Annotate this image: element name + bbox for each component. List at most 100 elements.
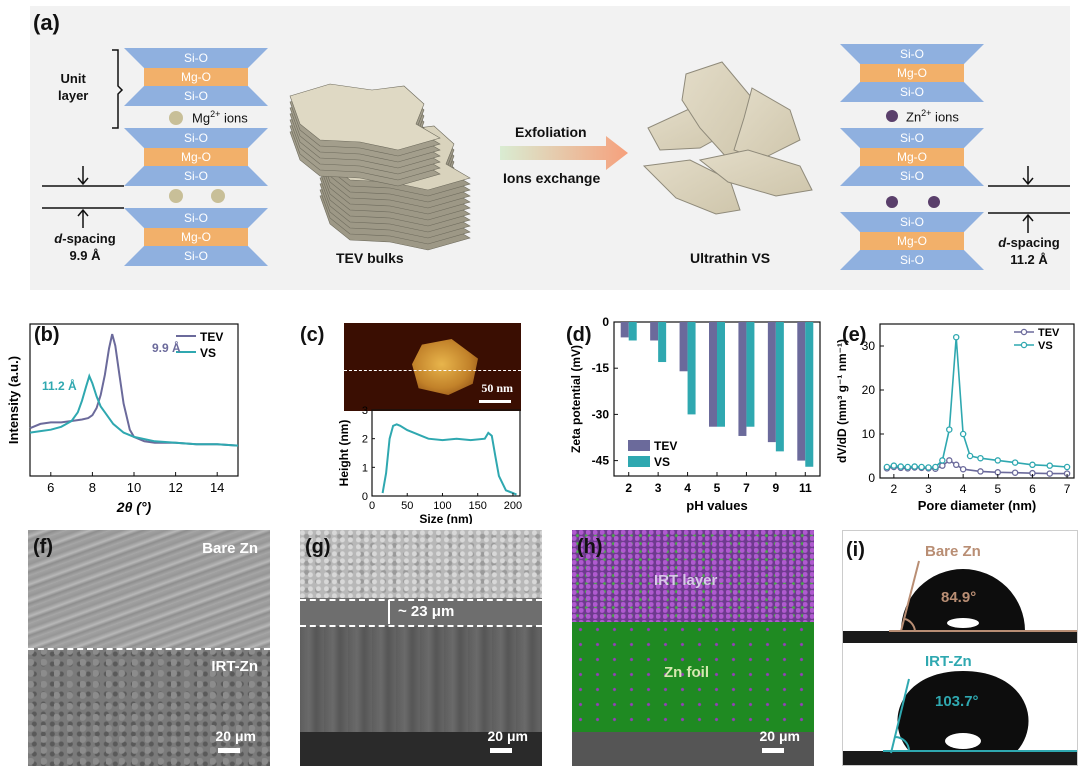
plot-frame [371,409,521,497]
zn-ion-label: Zn2+ ions [906,108,959,125]
eds-irt-layer [572,530,814,622]
bar-tev [650,322,659,341]
si-o-label: Si-O [184,169,208,183]
irt-zn-label: IRT-Zn [925,653,972,670]
afm-scan-line [344,370,521,371]
data-point-vs [918,463,925,471]
mg-o-layer [860,232,964,250]
si-o-layer [840,212,984,232]
contact-angle-drawing [843,560,1077,765]
data-point-vs [890,462,898,469]
unit-layer-label-line2: layer [58,88,89,103]
x-tick-label: 7 [743,481,750,495]
panel-a-schematic: Si-O Mg-O Si-O Si-O Mg-O Si-O Si-O Mg-O Si-O Si-… [30,6,1070,290]
data-point-tev [1011,469,1019,476]
data-point-vs [925,464,932,471]
x-axis-label: Pore diameter (nm) [918,498,1036,513]
si-o-layer [124,208,268,228]
x-tick-label: 100 [433,500,451,512]
annotation-tev-peak: 9.9 Å [152,340,181,355]
panel-label-g: (g) [305,536,331,558]
zn-ion-legend-dot [886,110,898,122]
x-tick-label: 4 [684,481,691,495]
x-tick-label: 2 [625,481,632,495]
exfoliation-label: Exfoliation [515,124,587,140]
data-point-tev [952,461,960,469]
droplet-bare-zn [901,569,1025,631]
x-tick-label: 14 [210,480,224,495]
tev-bulks-illustration [289,83,471,251]
eds-mapping: (h) IRT layer Zn foil 20 μm [572,530,814,766]
legend-label: VS [654,455,670,469]
y-tick-label: 10 [862,427,876,441]
data-point-vs [1029,461,1036,469]
scale-bar [218,748,240,753]
sem-zn-foil [300,626,542,732]
data-point-vs [939,457,946,464]
divider [843,645,1077,651]
down-arrow-icon [77,166,89,186]
eds-zn-foil [572,622,814,732]
legend-label: VS [1038,340,1053,352]
x-tick-label: 5 [994,482,1001,496]
si-o-label: Si-O [900,131,924,145]
data-point-vs [1063,463,1071,471]
data-point-vs [946,426,953,433]
scale-bar [762,748,784,753]
data-point-vs [966,452,974,460]
tangent-irt-zn [890,678,910,754]
panel-label-d: (d) [566,324,592,346]
x-tick-label: 10 [127,480,141,495]
si-o-layer [840,128,984,148]
left-layer-stack: Si-O Mg-O Si-O Si-O Mg-O Si-O Si-O Mg-O Si-O [124,48,268,266]
x-tick-label: 7 [1064,482,1071,496]
si-o-label: Si-O [900,47,924,61]
bar-tev [738,322,747,436]
y-tick-label: 2 [362,434,368,446]
si-o-label: Si-O [184,211,208,225]
si-o-label: Si-O [184,51,208,65]
x-tick-label: 3 [655,481,662,495]
si-o-layer [124,166,268,186]
series-line-vs [29,373,239,447]
legend-label: VS [200,346,216,360]
mg-o-label: Mg-O [181,150,211,164]
data-point-tev [1046,470,1053,477]
unit-layer-label-line1: Unit [60,71,86,86]
d-spacing-left-label: d-spacing 9.9 Å [54,231,116,263]
substrate-top [843,631,1077,643]
sem-top-surface [300,530,542,598]
d-spacing-right-label: d-spacing 11.2 Å [998,235,1060,267]
droplet-reflection [945,733,981,749]
unit-layer-bracket [112,49,124,129]
data-point-vs [977,454,984,462]
sem-interface-line [28,648,270,650]
afm-flake [412,339,478,395]
x-axis-label: Size (nm) [419,512,472,524]
zn-foil-label: Zn foil [664,664,709,681]
bulk-layer [289,83,441,151]
panel-e-chart: 2 3 4 5 6 7 0 10 20 30 Pore diameter (nm) dV/dD (mm… [835,323,1075,513]
data-point-vs [904,463,911,471]
mg-o-layer [860,64,964,82]
panel-label-b: (b) [34,324,60,346]
panel-label-f: (f) [33,536,53,558]
y-tick-label: 20 [862,383,876,397]
panel-a: Si-O Mg-O Si-O Si-O Mg-O Si-O Si-O Mg-O Si-O Si-… [0,0,1080,296]
data-point-vs [1011,459,1019,466]
scale-label: 20 μm [759,728,800,744]
bare-zn-label: Bare Zn [925,543,981,560]
irt-zn-label: IRT-Zn [211,658,258,675]
mg-o-label: Mg-O [897,234,927,248]
bare-zn-angle: 84.9° [941,589,977,606]
substrate-bottom [843,751,1077,765]
sem-layer-line-bottom [300,625,542,627]
panel-label-i: (i) [846,539,865,561]
up-arrow-icon [1022,213,1034,233]
height-profile-line [381,423,517,496]
up-arrow-icon [77,208,89,228]
tev-bulks-label: TEV bulks [336,250,404,266]
data-point-tev [946,457,953,464]
exfoliation-arrow-icon [500,136,628,170]
bar-vs [628,322,637,341]
